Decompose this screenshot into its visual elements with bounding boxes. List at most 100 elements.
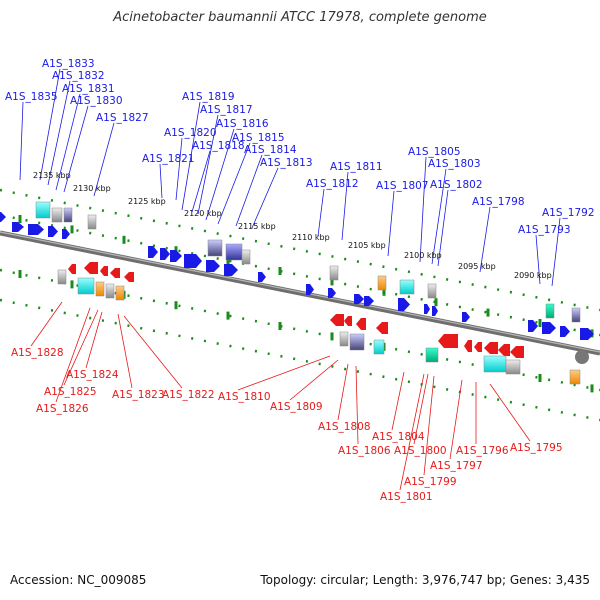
forward-gene-label: A1S_1807 (376, 180, 429, 192)
forward-gene-arrow (160, 248, 170, 260)
forward-gene-arrow (560, 326, 570, 337)
gene-detail-box (571, 307, 581, 323)
forward-gene-arrow (580, 328, 594, 340)
reverse-gene-label: A1S_1808 (318, 421, 371, 433)
reverse-leader-line (391, 371, 405, 431)
gene-detail-box (545, 303, 555, 319)
reverse-gene-label: A1S_1825 (44, 386, 97, 398)
gene-detail-box (51, 207, 63, 223)
forward-gene-label: A1S_1811 (330, 161, 383, 173)
forward-gene-label: A1S_1803 (428, 158, 481, 170)
reverse-leader-line (63, 309, 99, 386)
reverse-gene-label: A1S_1822 (162, 389, 215, 401)
reverse-gene-label: A1S_1797 (430, 460, 483, 472)
forward-gene-arrow (184, 254, 202, 268)
reverse-gene-arrow (376, 322, 388, 334)
forward-leader-line (175, 137, 183, 201)
forward-leader-line (63, 105, 89, 193)
forward-gene-arrow (258, 272, 266, 282)
forward-gene-label: A1S_1817 (200, 104, 253, 116)
accession-text: Accession: NC_009085 (10, 573, 147, 587)
reverse-gene-label: A1S_1804 (372, 431, 425, 443)
forward-gene-arrow (62, 229, 70, 239)
forward-leader-line (47, 80, 71, 186)
forward-leader-line (235, 154, 263, 227)
reverse-leader-line (449, 379, 463, 460)
gene-detail-box (349, 333, 365, 351)
forward-gene-label: A1S_1821 (142, 153, 195, 165)
reverse-gene-arrow (124, 272, 134, 282)
forward-leader-line (387, 190, 395, 257)
reverse-gene-label: A1S_1809 (270, 401, 323, 413)
gene-detail-box (329, 265, 339, 281)
gene-detail-box (399, 279, 415, 295)
forward-gene-label: A1S_1827 (96, 112, 149, 124)
gene-detail-box (207, 239, 223, 257)
forward-gene-arrow (48, 226, 58, 237)
gene-detail-box (425, 347, 439, 363)
reverse-gene-arrow (484, 342, 498, 354)
forward-gene-label: A1S_1792 (542, 207, 595, 219)
forward-gene-label: A1S_1815 (232, 132, 285, 144)
forward-gene-arrow (0, 212, 6, 222)
reverse-leader-line (489, 383, 531, 442)
reverse-gene-label: A1S_1799 (404, 476, 457, 488)
forward-gene-arrow (542, 322, 556, 334)
forward-leader-line (535, 234, 541, 285)
forward-gene-arrow (364, 296, 374, 306)
kbp-label: 2120 kbp (184, 209, 222, 218)
gene-detail-box (483, 355, 507, 373)
forward-gene-label: A1S_1812 (306, 178, 359, 190)
forward-gene-arrow (306, 284, 314, 295)
forward-leader-line (93, 122, 115, 197)
forward-gene-arrow (398, 298, 410, 311)
reverse-gene-label: A1S_1828 (11, 347, 64, 359)
forward-leader-line (191, 150, 211, 213)
map-title: Acinetobacter baumannii ATCC 17978, comp… (113, 10, 487, 25)
forward-gene-label: A1S_1830 (70, 95, 123, 107)
forward-gene-label: A1S_1832 (52, 70, 105, 82)
gene-detail-box (241, 249, 251, 265)
backbone-highlight (0, 231, 600, 353)
kbp-label: 2100 kbp (404, 251, 442, 260)
forward-leader-line (437, 189, 449, 267)
kbp-label: 2125 kbp (128, 197, 166, 206)
reverse-gene-label: A1S_1810 (218, 391, 271, 403)
reverse-gene-arrow (356, 318, 366, 330)
reverse-gene-label: A1S_1824 (66, 369, 119, 381)
gene-detail-box (505, 359, 521, 375)
forward-gene-label: A1S_1819 (182, 91, 235, 103)
forward-gene-arrow (424, 304, 430, 314)
forward-leader-line (39, 68, 61, 181)
forward-gene-arrow (170, 250, 182, 262)
forward-leader-line (551, 217, 561, 287)
forward-gene-label: A1S_1818 (192, 140, 245, 152)
reverse-leader-line (337, 363, 349, 421)
reverse-gene-arrow (84, 262, 98, 274)
backbone-end (575, 350, 589, 364)
reverse-leader-line (117, 313, 133, 389)
gene-detail-box (225, 243, 243, 261)
reverse-gene-label: A1S_1800 (394, 445, 447, 457)
forward-gene-arrow (28, 224, 44, 235)
forward-gene-arrow (528, 320, 538, 332)
forward-leader-line (479, 206, 491, 273)
gene-detail-box (57, 269, 67, 285)
gene-detail-box (87, 214, 97, 230)
gene-detail-box (339, 331, 349, 347)
forward-leader-line (55, 93, 81, 191)
gene-detail-box (63, 207, 73, 223)
forward-leader-line (419, 156, 427, 263)
forward-gene-label: A1S_1820 (164, 127, 217, 139)
gene-detail-box (377, 275, 387, 291)
kbp-label: 2135 kbp (33, 171, 71, 180)
reverse-leader-line (289, 359, 339, 401)
reverse-gene-arrow (344, 316, 352, 326)
backbone-line (0, 230, 600, 356)
kbp-label: 2130 kbp (73, 184, 111, 193)
forward-gene-label: A1S_1798 (472, 196, 525, 208)
gene-detail-box (35, 201, 51, 219)
forward-leader-line (431, 168, 447, 265)
reverse-gene-label: A1S_1826 (36, 403, 89, 415)
